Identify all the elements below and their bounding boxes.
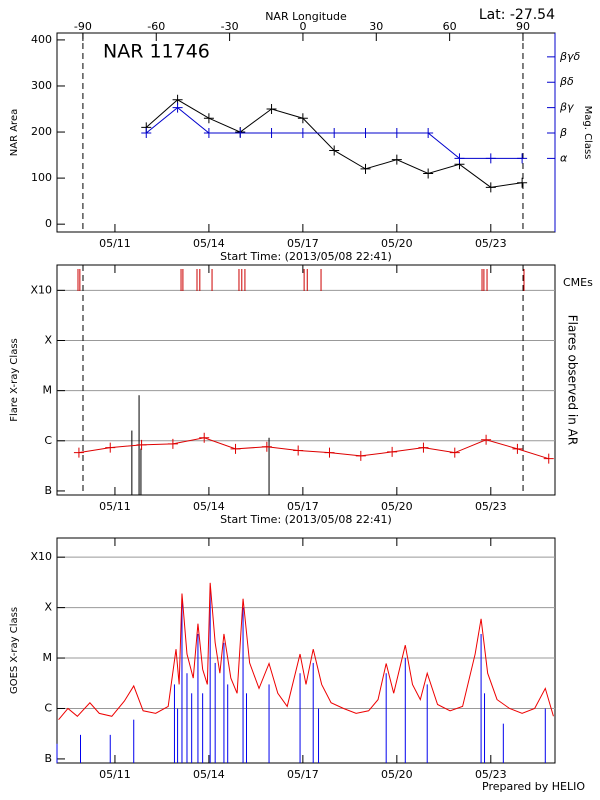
footer: Prepared by HELIO	[482, 780, 585, 793]
x-tick-label: 05/11	[99, 237, 131, 250]
plot-frame	[56, 537, 556, 764]
lat-note: Lat: -27.54	[479, 7, 555, 23]
marker	[73, 447, 84, 458]
x-tick-label: 05/20	[381, 500, 413, 513]
marker	[141, 128, 152, 139]
marker	[293, 445, 304, 456]
x-tick-label: 05/20	[381, 237, 413, 250]
x-tick-label: 05/17	[287, 500, 319, 513]
marker	[517, 177, 528, 188]
y-tick-label: 0	[45, 217, 52, 230]
marker	[355, 450, 366, 461]
series-line	[78, 437, 549, 460]
y2-tick-label: βγδ	[559, 50, 581, 63]
y-tick-label: X10	[30, 283, 52, 296]
marker	[485, 182, 496, 193]
cme-label: CMEs	[563, 276, 593, 289]
x-tick-label: 05/11	[99, 500, 131, 513]
x2-tick-label: 0	[299, 20, 306, 33]
marker	[266, 128, 277, 139]
marker	[329, 128, 340, 139]
x-tick-label: 05/11	[99, 768, 131, 781]
x-tick-label: 05/17	[287, 768, 319, 781]
marker	[172, 102, 183, 113]
x2-tick-label: 30	[369, 20, 383, 33]
marker	[199, 432, 210, 443]
y-tick-label: 100	[31, 171, 52, 184]
x-tick-label: 05/14	[193, 237, 225, 250]
marker	[136, 439, 147, 450]
marker	[423, 168, 434, 179]
y-tick-label: X10	[30, 550, 52, 563]
y-label: Flare X-ray Class	[9, 338, 20, 422]
marker	[423, 128, 434, 139]
x2-label: NAR Longitude	[265, 10, 347, 23]
marker	[391, 128, 402, 139]
y-label: GOES X-ray Class	[9, 607, 20, 694]
plot-frame	[56, 264, 556, 496]
marker	[297, 128, 308, 139]
chart-title: NAR 11746	[103, 41, 210, 63]
marker	[203, 113, 214, 124]
marker	[481, 434, 492, 445]
marker	[360, 163, 371, 174]
y-tick-label: 300	[31, 79, 52, 92]
plot-frame	[56, 32, 556, 233]
y-tick-label: 200	[31, 125, 52, 138]
x-tick-label: 05/14	[193, 500, 225, 513]
x-tick-label: 05/23	[475, 237, 507, 250]
y-tick-label: M	[43, 651, 53, 664]
series-line	[58, 582, 554, 720]
y-tick-label: M	[43, 384, 53, 397]
marker	[517, 153, 528, 164]
x-tick-label: 05/14	[193, 768, 225, 781]
y-tick-label: X	[44, 333, 52, 346]
marker	[387, 446, 398, 457]
y-tick-label: C	[44, 434, 52, 447]
y2-tick-label: βγ	[559, 101, 574, 114]
marker	[512, 443, 523, 454]
y2-label: Flares observed in AR	[566, 315, 580, 445]
y-tick-label: X	[44, 601, 52, 614]
marker	[449, 447, 460, 458]
marker	[105, 442, 116, 453]
marker	[391, 154, 402, 165]
x-label: Start Time: (2013/05/08 22:41)	[220, 250, 392, 263]
y-label: NAR Area	[9, 109, 20, 156]
x-tick-label: 05/20	[381, 768, 413, 781]
marker	[203, 128, 214, 139]
y2-tick-label: α	[560, 151, 568, 164]
marker	[235, 128, 246, 139]
y2-tick-label: βδ	[559, 75, 574, 88]
marker	[543, 453, 554, 464]
y-tick-label: C	[44, 701, 52, 714]
x2-tick-label: 60	[443, 20, 457, 33]
marker	[261, 441, 272, 452]
x2-tick-label: 90	[516, 20, 530, 33]
x-label: Start Time: (2013/05/08 22:41)	[220, 513, 392, 526]
y-tick-label: B	[44, 752, 52, 765]
y2-label: Mag. Class	[582, 106, 593, 160]
marker	[454, 153, 465, 164]
y-tick-label: B	[44, 484, 52, 497]
x-tick-label: 05/23	[475, 768, 507, 781]
marker	[418, 442, 429, 453]
y2-tick-label: β	[559, 126, 567, 139]
series-line	[145, 99, 523, 188]
marker	[167, 438, 178, 449]
x2-tick-label: -60	[147, 20, 165, 33]
marker	[297, 113, 308, 124]
x2-tick-label: -30	[221, 20, 239, 33]
x-tick-label: 05/17	[287, 237, 319, 250]
x-tick-label: 05/23	[475, 500, 507, 513]
marker	[266, 104, 277, 115]
marker	[485, 153, 496, 164]
marker	[329, 145, 340, 156]
marker	[230, 443, 241, 454]
x2-tick-label: -90	[74, 20, 92, 33]
marker	[324, 447, 335, 458]
marker	[360, 128, 371, 139]
y-tick-label: 400	[31, 33, 52, 46]
